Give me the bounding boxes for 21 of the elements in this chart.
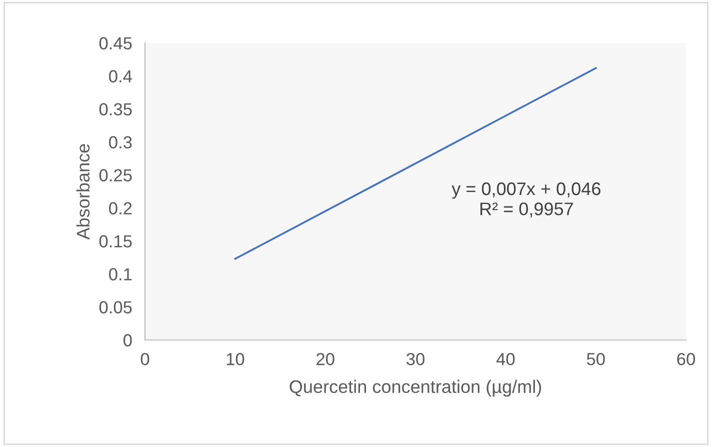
y-tick-label: 0.25 <box>99 169 132 182</box>
y-tick-label: 0.1 <box>109 268 132 280</box>
y-tick-label: 0 <box>124 334 132 346</box>
y-tick-label: 0.3 <box>109 136 132 148</box>
x-tick-label: 60 <box>677 352 695 366</box>
y-tick-label: 0.4 <box>109 70 132 82</box>
y-tick-label: 0.35 <box>99 103 132 116</box>
annotation: y = 0,007x + 0,046 <box>452 182 600 199</box>
y-axis-title: Absorbance <box>76 144 90 240</box>
y-tick-label: 0.2 <box>109 202 132 214</box>
annotation: R² = 0,9957 <box>480 202 573 218</box>
y-tick-label: 0.05 <box>99 301 132 314</box>
x-tick-label: 30 <box>406 352 424 366</box>
y-tick-label: 0.15 <box>99 235 132 248</box>
x-tick-label: 20 <box>316 352 334 366</box>
x-tick-label: 50 <box>586 352 605 366</box>
x-tick-label: 40 <box>496 352 515 366</box>
y-tick-label: 0.45 <box>99 37 132 50</box>
x-tick-label: 0 <box>140 352 150 366</box>
x-tick-label: 10 <box>226 352 244 366</box>
x-axis-title: Quercetin concentration (µg/ml) <box>290 380 542 397</box>
